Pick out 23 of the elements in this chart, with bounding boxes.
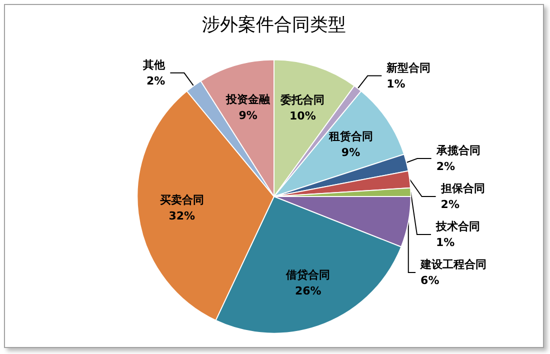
data-label: 2% [436, 160, 456, 174]
slice-label: 委托合同 [280, 94, 325, 107]
data-label: 6% [420, 274, 440, 288]
slice-label: 建设工程合同 [420, 258, 487, 272]
slice-label: 新型合同 [386, 61, 431, 74]
slice-label: 买卖合同 [160, 194, 204, 207]
data-label: 2% [146, 74, 166, 88]
slice-label: 技术合同 [435, 220, 480, 234]
data-label: 1% [386, 77, 406, 90]
slice-label: 借贷合同 [285, 268, 330, 282]
slice-label: 租赁合同 [328, 130, 373, 143]
slice-label: 投资金融 [225, 92, 272, 106]
slice-label: 担保合同 [440, 182, 485, 196]
slice-label: 其他 [142, 58, 166, 72]
data-label: 2% [440, 198, 460, 212]
data-label: 9% [341, 146, 360, 159]
slice-label: 承揽合同 [435, 144, 480, 158]
data-label: 26% [294, 284, 322, 298]
data-label: 32% [168, 210, 196, 223]
data-label: 10% [290, 110, 316, 123]
data-label: 9% [238, 108, 258, 122]
chart-title: 涉外案件合同类型 [202, 14, 346, 36]
data-label: 1% [436, 236, 455, 250]
